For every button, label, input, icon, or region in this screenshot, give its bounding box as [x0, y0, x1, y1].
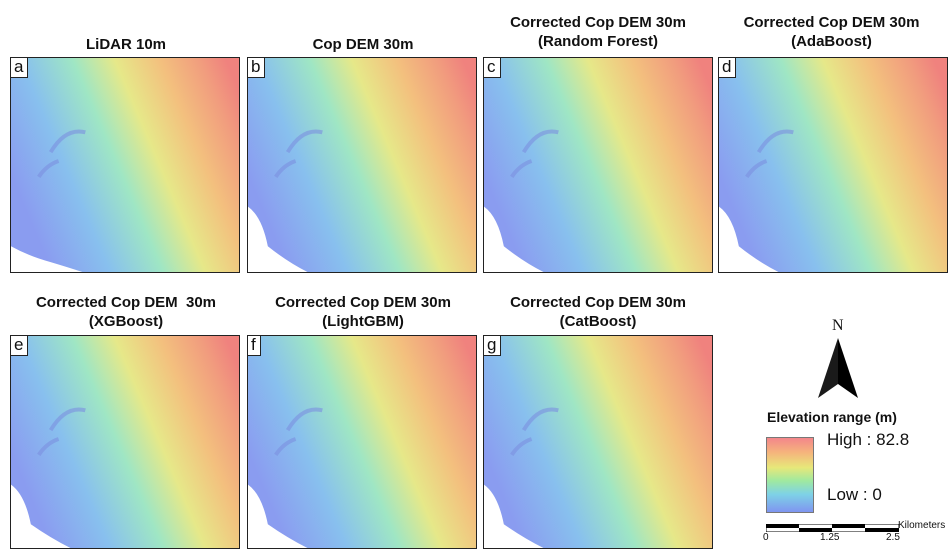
panel-letter-e: e — [11, 336, 29, 356]
elevation-map-b — [248, 58, 476, 272]
panel-letter-f: f — [248, 336, 261, 356]
elevation-map-f — [248, 336, 476, 548]
panel-letter-a: a — [11, 58, 29, 78]
panel-letter-b: b — [248, 58, 266, 78]
map-panel-e: e — [10, 335, 240, 549]
map-panel-g: g — [483, 335, 713, 549]
panel-f-title: Corrected Cop DEM 30m (LightGBM) — [275, 294, 451, 330]
legend-low-label: Low : 0 — [827, 485, 882, 504]
panel-g-title: Corrected Cop DEM 30m (CatBoost) — [510, 294, 686, 330]
elevation-map-d — [719, 58, 947, 272]
map-panel-c: c — [483, 57, 713, 273]
panel-letter-g: g — [484, 336, 502, 356]
map-panel-f: f — [247, 335, 477, 549]
panel-letter-d: d — [719, 58, 737, 78]
scale-bar — [766, 524, 899, 532]
panel-b-title: Cop DEM 30m — [312, 36, 414, 53]
scale-tick-1: 1.25 — [820, 532, 840, 543]
elevation-map-a — [11, 58, 239, 272]
panel-letter-c: c — [484, 58, 501, 78]
legend-high-label: High : 82.8 — [827, 430, 910, 449]
panel-e-title: Corrected Cop DEM 30m (XGBoost) — [35, 294, 217, 330]
map-panel-d: d — [718, 57, 948, 273]
panel-a-title: LiDAR 10m — [85, 36, 167, 53]
scale-unit: Kilometers — [898, 520, 946, 531]
scale-tick-2: 2.5 — [886, 532, 900, 543]
elevation-map-c — [484, 58, 712, 272]
panel-c-title: Corrected Cop DEM 30m (Random Forest) — [510, 14, 686, 50]
elevation-map-g — [484, 336, 712, 548]
panel-d-title: Corrected Cop DEM 30m (AdaBoost) — [743, 14, 920, 50]
elevation-map-e — [11, 336, 239, 548]
scale-tick-0: 0 — [763, 532, 769, 543]
map-panel-a: a — [10, 57, 240, 273]
north-label: N — [832, 317, 844, 334]
legend-color-ramp — [766, 437, 814, 513]
map-panel-b: b — [247, 57, 477, 273]
north-arrow-icon — [818, 338, 858, 398]
legend-title: Elevation range (m) — [767, 409, 897, 425]
